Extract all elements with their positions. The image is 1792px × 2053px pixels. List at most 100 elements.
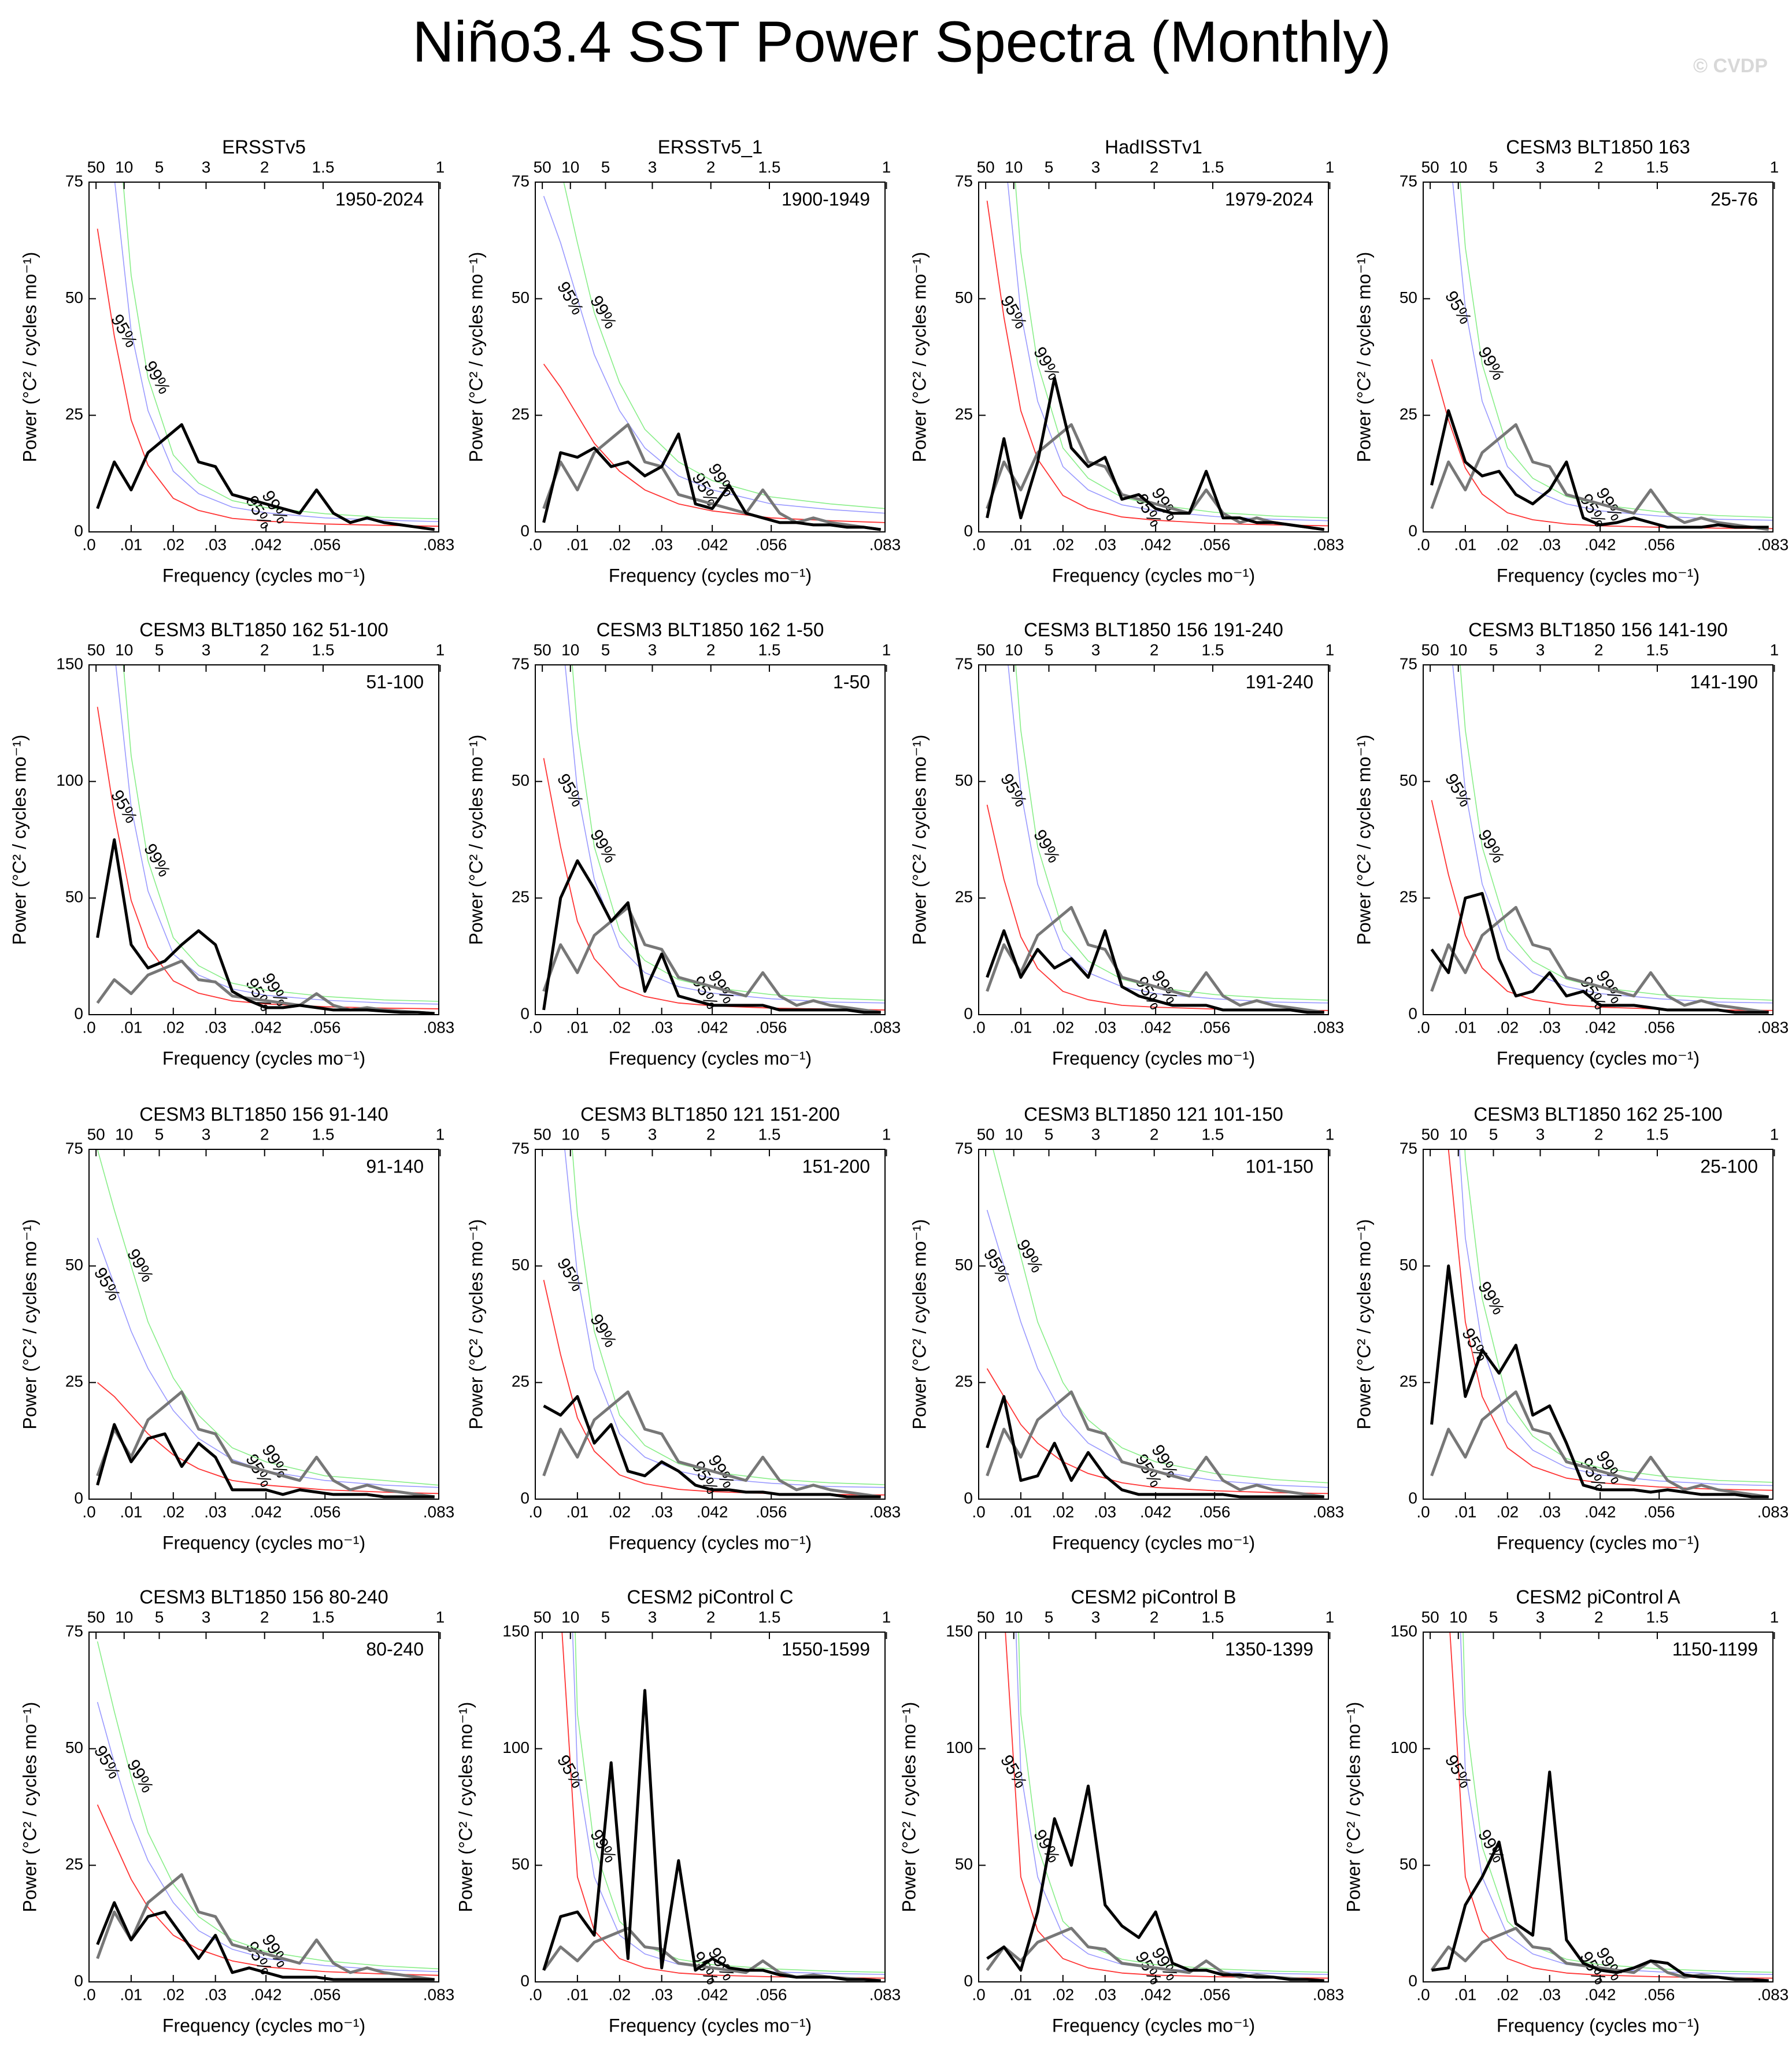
plot-frame [535, 664, 886, 1015]
y-tick-label: 75 [955, 172, 973, 190]
x2-tick-label: 3 [202, 641, 211, 659]
x-tick-label: .083 [1757, 1503, 1789, 1521]
x-tick-label: .0 [82, 1503, 95, 1521]
x-tick-label: .083 [1313, 1018, 1345, 1036]
y-tick-label: 0 [520, 521, 530, 539]
x-tick-label: .083 [1757, 1018, 1789, 1036]
x2-tick-label: 2 [1594, 1125, 1604, 1143]
x2-tick-label: 1 [1770, 1608, 1779, 1626]
y-tick-label: 75 [512, 654, 530, 672]
spectrum-line [97, 1237, 439, 1488]
y-axis-label: Power (°C² / cycles mo⁻¹) [465, 252, 486, 463]
spectrum-line [97, 1382, 439, 1495]
spectrum-line [1430, 409, 1769, 529]
spectrum-line [986, 1390, 1325, 1499]
spectrum-line [1430, 1264, 1769, 1499]
x-tick-label: .056 [1199, 1985, 1231, 2003]
x2-tick-label: 3 [202, 158, 211, 176]
y-tick-label: 75 [65, 172, 83, 190]
x2-tick-label: 1 [882, 641, 891, 659]
x-tick-label: .0 [82, 535, 95, 553]
spectrum-line [986, 929, 1324, 1014]
y-axis-label: Power (°C² / cycles mo⁻¹) [909, 252, 930, 463]
period-annotation: 1900-1949 [782, 188, 870, 209]
spectrum-line [97, 1701, 439, 1973]
significance-label: 95% [107, 787, 141, 827]
x2-tick-label: 1 [882, 1125, 891, 1143]
period-annotation: 191-240 [1246, 671, 1313, 692]
x-tick-label: .03 [1094, 1018, 1116, 1036]
x2-tick-label: 3 [202, 1125, 211, 1143]
spectrum-line [572, 1632, 885, 1975]
x-axis-label: Frequency (cycles mo⁻¹) [1497, 1048, 1700, 1068]
y-tick-label: 25 [955, 1373, 973, 1390]
spectrum-line [115, 665, 439, 1005]
plot-frame [978, 182, 1329, 532]
spectrum-line [986, 1784, 1324, 1982]
y-tick-label: 75 [955, 654, 973, 672]
spectrum-line [993, 1149, 1328, 1484]
y-tick-label: 50 [512, 1256, 530, 1274]
x2-tick-label: 50 [1421, 158, 1439, 176]
x-tick-label: .03 [650, 1018, 673, 1036]
x-tick-label: .0 [82, 1018, 95, 1036]
x-tick-label: .056 [309, 535, 341, 553]
x-axis-label: Frequency (cycles mo⁻¹) [1497, 2015, 1700, 2036]
x2-tick-label: 50 [977, 1125, 995, 1143]
x-axis-label: Frequency (cycles mo⁻¹) [162, 2015, 365, 2036]
significance-label: 99% [1013, 1236, 1047, 1276]
x-axis-label: Frequency (cycles mo⁻¹) [162, 1532, 365, 1553]
x-tick-label: .01 [1009, 1985, 1032, 2003]
x-tick-label: .056 [309, 1985, 341, 2003]
x-tick-label: .03 [650, 535, 673, 553]
x2-tick-label: 5 [601, 641, 610, 659]
x2-tick-label: 3 [648, 1125, 657, 1143]
spectrum-line [1008, 665, 1328, 1004]
x2-tick-label: 5 [601, 1608, 610, 1626]
panel-title: CESM3 BLT1850 156 80-240 [139, 1586, 388, 1608]
x2-tick-label: 2 [260, 1608, 269, 1626]
x-tick-label: .042 [250, 1018, 282, 1036]
x2-tick-label: 50 [1421, 641, 1439, 659]
x2-tick-label: 5 [1045, 1608, 1054, 1626]
spectrum-line [543, 758, 885, 1011]
y-tick-label: 0 [1408, 1971, 1417, 1989]
y-tick-label: 150 [946, 1622, 973, 1640]
x2-tick-label: 3 [1091, 1608, 1101, 1626]
significance-label: 95% [107, 311, 141, 351]
x-tick-label: .042 [697, 1985, 728, 2003]
y-tick-label: 100 [56, 771, 83, 789]
x-axis-label: Frequency (cycles mo⁻¹) [1052, 1048, 1255, 1068]
x2-tick-label: 1.5 [1646, 641, 1668, 659]
y-tick-label: 0 [964, 1004, 973, 1022]
x2-tick-label: 10 [1449, 158, 1467, 176]
x2-tick-label: 10 [1449, 641, 1467, 659]
x-axis-label: Frequency (cycles mo⁻¹) [162, 1048, 365, 1068]
x-tick-label: .056 [756, 1503, 787, 1521]
panel-title: ERSSTv5 [222, 136, 306, 158]
x-tick-label: .01 [120, 535, 142, 553]
x2-tick-label: 5 [1045, 158, 1054, 176]
x-tick-label: .02 [1051, 535, 1074, 553]
x2-tick-label: 2 [1594, 641, 1604, 659]
y-tick-label: 0 [74, 1004, 83, 1022]
x-tick-label: .083 [869, 1018, 901, 1036]
x2-tick-label: 2 [1150, 641, 1159, 659]
y-tick-label: 0 [964, 1489, 973, 1507]
y-tick-label: 0 [964, 1971, 973, 1989]
x-axis-label: Frequency (cycles mo⁻¹) [1052, 1532, 1255, 1553]
spectrum-line [542, 1689, 881, 1982]
y-tick-label: 150 [56, 654, 83, 672]
x2-tick-label: 3 [648, 158, 657, 176]
y-tick-label: 100 [502, 1738, 530, 1756]
spectrum-line [1452, 182, 1773, 521]
spectrum-line [1458, 1149, 1773, 1486]
y-axis-label: Power (°C² / cycles mo⁻¹) [9, 735, 29, 945]
x2-tick-label: 50 [977, 641, 995, 659]
x-tick-label: .056 [756, 535, 787, 553]
x-tick-label: .01 [566, 1018, 588, 1036]
x-tick-label: .056 [309, 1503, 341, 1521]
x2-tick-label: 50 [1421, 1125, 1439, 1143]
x2-tick-label: 1.5 [1646, 1608, 1668, 1626]
